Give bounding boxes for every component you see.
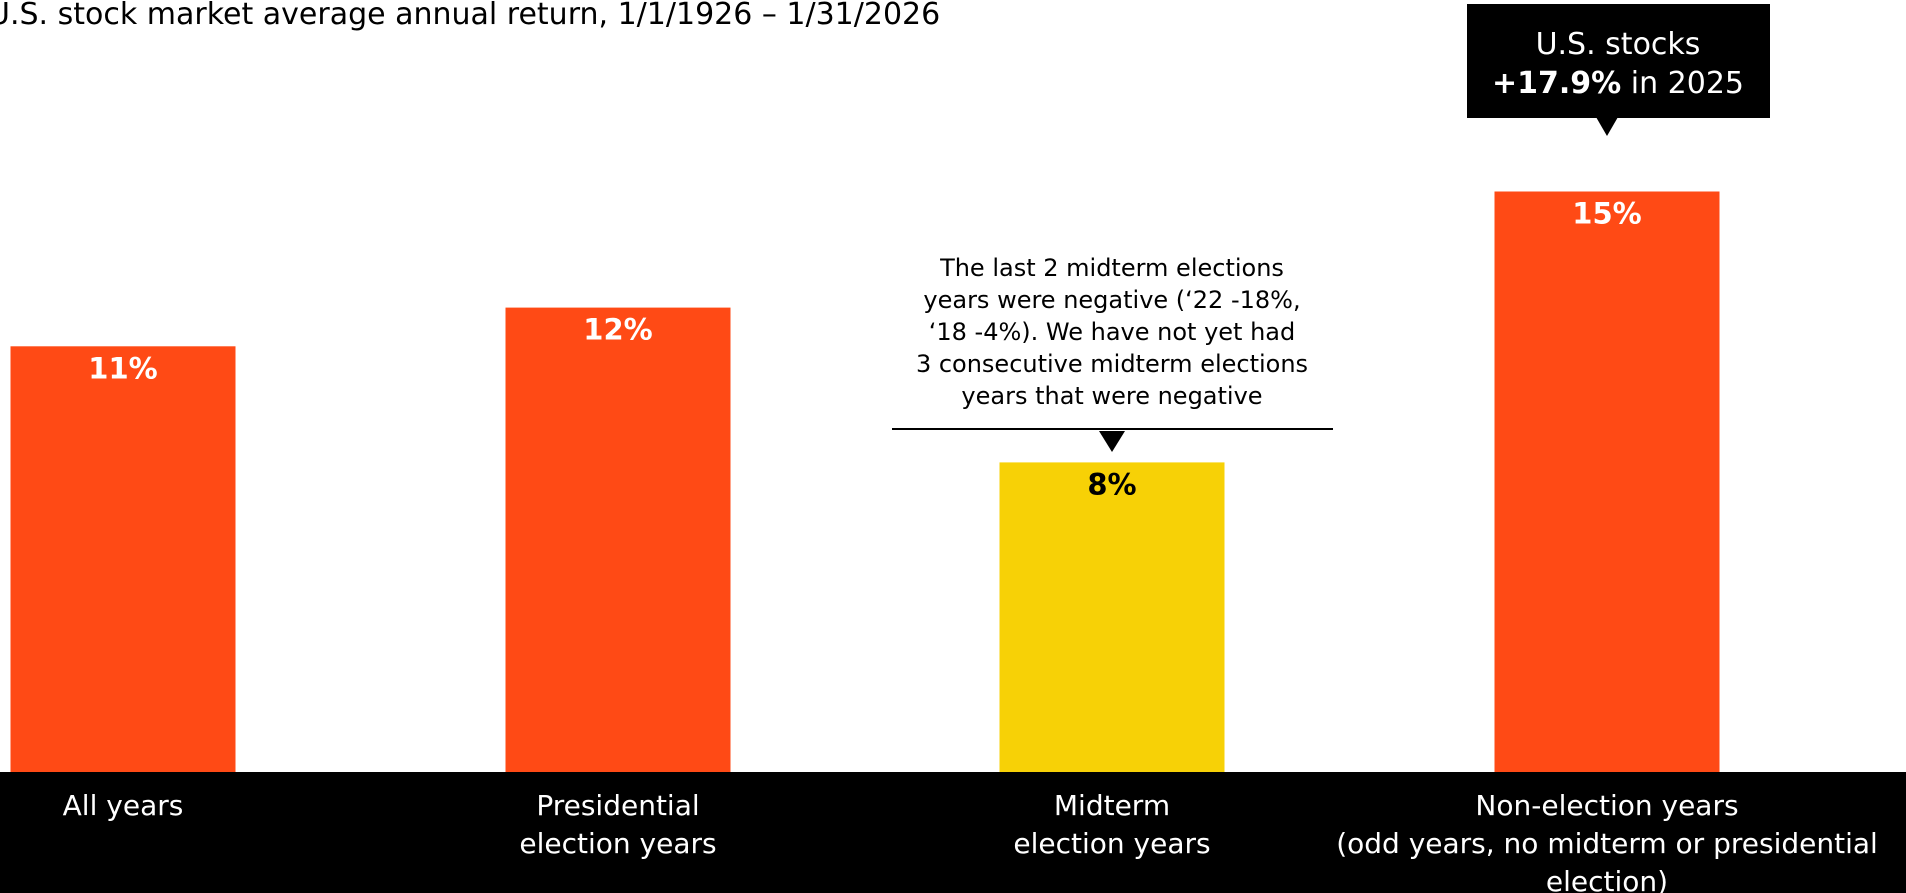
category-label: Non-election years [1475, 789, 1738, 822]
category-label: (odd years, no midterm or presidential [1336, 827, 1878, 860]
annotation-line: years that were negative [961, 382, 1262, 410]
chart-title: U.S. stock market average annual return,… [0, 0, 940, 32]
category-labels: All years Presidential election years Midte… [63, 789, 1878, 893]
annotation-pointer-icon [1099, 431, 1125, 452]
bar-value-label: 8% [1087, 467, 1136, 501]
bars-layer: 11% 12% 8% 15% [10, 191, 1720, 772]
bar-value-label: 15% [1572, 197, 1641, 231]
annotation-line: The last 2 midterm elections [939, 254, 1284, 282]
annotation-line: years were negative (‘22 -18%, [923, 286, 1300, 314]
callout-line-2: +17.9% in 2025 [1492, 66, 1744, 101]
category-label: Presidential [536, 789, 699, 822]
category-label: election years [1013, 827, 1210, 860]
category-label: election years [519, 827, 716, 860]
category-axis-band [0, 772, 1906, 893]
annotation-line: 3 consecutive midterm elections [916, 350, 1308, 378]
bar-2 [999, 462, 1225, 772]
annotation-line: ‘18 -4%). We have not yet had [929, 318, 1295, 346]
bar-3 [1494, 191, 1720, 772]
bar-value-label: 12% [583, 313, 652, 347]
callout-line-1: U.S. stocks [1536, 27, 1701, 62]
callout-box [1467, 4, 1770, 118]
callout-value: +17.9% [1492, 66, 1621, 101]
category-label: election) [1546, 865, 1668, 893]
bar-1 [505, 307, 731, 772]
callout-pointer-icon [1596, 117, 1618, 136]
callout-year: in 2025 [1621, 66, 1744, 101]
bar-0 [10, 346, 236, 772]
category-label: All years [63, 789, 184, 822]
callout-layer: U.S. stocks +17.9% in 2025 [1467, 4, 1770, 136]
bar-value-label: 11% [88, 351, 157, 385]
annotation-layer: The last 2 midterm elections years were n… [892, 254, 1333, 452]
category-label: Midterm [1054, 789, 1170, 822]
